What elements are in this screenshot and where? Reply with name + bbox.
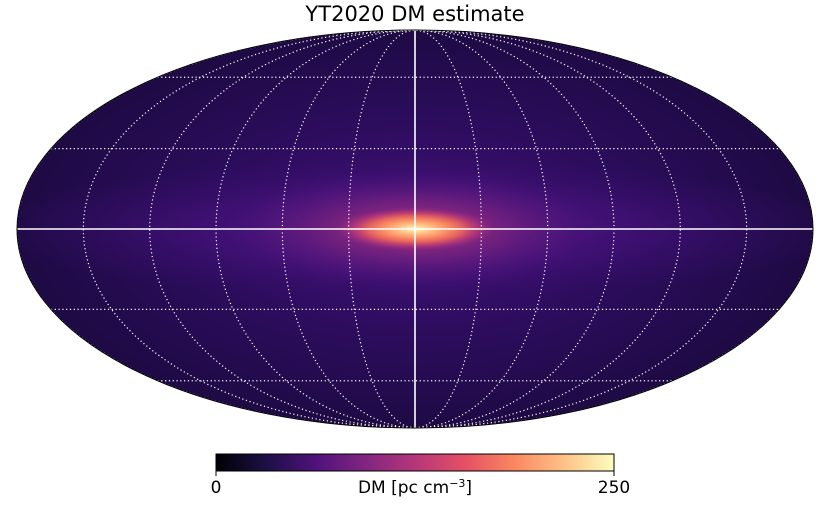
chart-title: YT2020 DM estimate [305,2,525,26]
graticule [17,30,813,428]
longitude-line-m60 [414,30,549,428]
colorbar-max-label: 250 [597,478,631,498]
sky-outline [16,29,814,429]
longitude-line-60 [281,30,416,428]
colorbar-title-exponent: −3 [449,477,466,490]
colorbar-title: DM [pc cm−3] [300,474,530,498]
colorbar-title-close: ] [465,478,473,498]
longitude-line-m90 [414,30,615,428]
colorbar-title-text: DM [pc cm [357,478,450,498]
longitude-line-90 [215,30,416,428]
longitude-line-m30 [414,30,482,428]
longitude-line-30 [348,30,416,428]
colorbar [215,453,615,472]
colorbar-min-label: 0 [210,478,222,498]
